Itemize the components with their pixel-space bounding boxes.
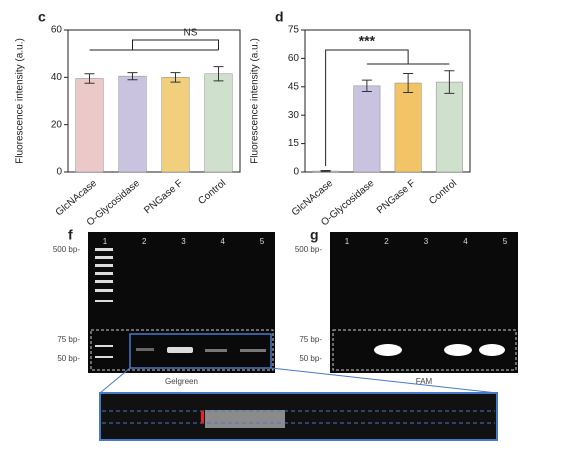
y-tick-label: 0	[56, 167, 62, 178]
marker-label: 500 bp-	[53, 245, 80, 254]
band	[167, 347, 193, 353]
error-bar	[320, 169, 331, 173]
panel-label: f	[68, 227, 73, 243]
band	[240, 349, 266, 352]
error-bar	[444, 70, 455, 94]
error-bar	[84, 73, 95, 84]
lane-label: 3	[181, 237, 186, 246]
bracket	[89, 39, 219, 51]
lane-label: 3	[424, 237, 429, 246]
y-tick-label: 20	[51, 119, 63, 130]
y-axis-label: Fluorescence intensity (a.u.)	[15, 38, 26, 164]
zoom-line	[270, 367, 498, 394]
bracket	[325, 49, 450, 167]
annotation: ***	[359, 33, 376, 49]
bar	[353, 85, 381, 173]
error-bar	[127, 72, 138, 81]
y-tick-label: 60	[51, 25, 63, 36]
error-bar	[170, 72, 181, 83]
band	[136, 348, 154, 351]
lane-label: 1	[345, 237, 350, 246]
panel-label: c	[38, 9, 46, 25]
y-tick-label: 45	[288, 81, 300, 92]
band	[205, 349, 227, 352]
y-tick-label: 40	[51, 72, 63, 83]
marker	[201, 411, 204, 423]
x-tick-label: Control	[196, 178, 228, 207]
axis	[304, 29, 471, 173]
dashed-box	[90, 329, 274, 371]
band	[479, 344, 505, 356]
lane-label: 2	[142, 237, 147, 246]
annotation: NS	[184, 28, 198, 39]
marker-label: 75 bp-	[299, 335, 322, 344]
ladder	[95, 248, 113, 358]
y-tick-label: 60	[288, 53, 300, 64]
panel-label: g	[310, 227, 319, 243]
zoom-inset	[99, 392, 498, 441]
marker-label: 75 bp-	[57, 335, 80, 344]
lane-label: 5	[260, 237, 265, 246]
x-tick-label: PNGase F	[375, 178, 418, 216]
y-tick-label: 30	[288, 110, 300, 121]
lane-label: 1	[103, 237, 108, 246]
band	[205, 410, 285, 428]
bar	[118, 75, 147, 173]
error-bar	[361, 79, 372, 93]
lane-label: 4	[463, 237, 468, 246]
error-bar	[403, 73, 414, 93]
gel-caption: Gelgreen	[165, 377, 198, 386]
lane-label: 4	[221, 237, 226, 246]
error-bar	[213, 66, 224, 82]
bar	[394, 82, 422, 173]
gel-caption: FAM	[416, 377, 433, 386]
band	[444, 344, 472, 356]
marker-label: 500 bp-	[295, 245, 322, 254]
panel-label: d	[275, 9, 284, 25]
marker-label: 50 bp-	[57, 354, 80, 363]
lane-label: 2	[384, 237, 389, 246]
zoom-box	[129, 333, 272, 369]
zoom-line	[99, 367, 131, 394]
lane-label: 5	[503, 237, 508, 246]
bar	[161, 77, 190, 173]
x-tick-label: Control	[427, 178, 459, 207]
bar	[435, 81, 463, 173]
x-tick-label: PNGase F	[142, 178, 185, 216]
band	[374, 344, 402, 356]
bar	[75, 78, 104, 173]
dashed-box	[332, 329, 517, 371]
y-tick-label: 15	[288, 138, 300, 149]
marker-label: 50 bp-	[299, 354, 322, 363]
bar	[204, 73, 233, 173]
y-tick-label: 0	[293, 167, 299, 178]
y-axis-label: Fluorescence intensity (a.u.)	[250, 38, 261, 164]
y-tick-label: 75	[288, 25, 300, 36]
